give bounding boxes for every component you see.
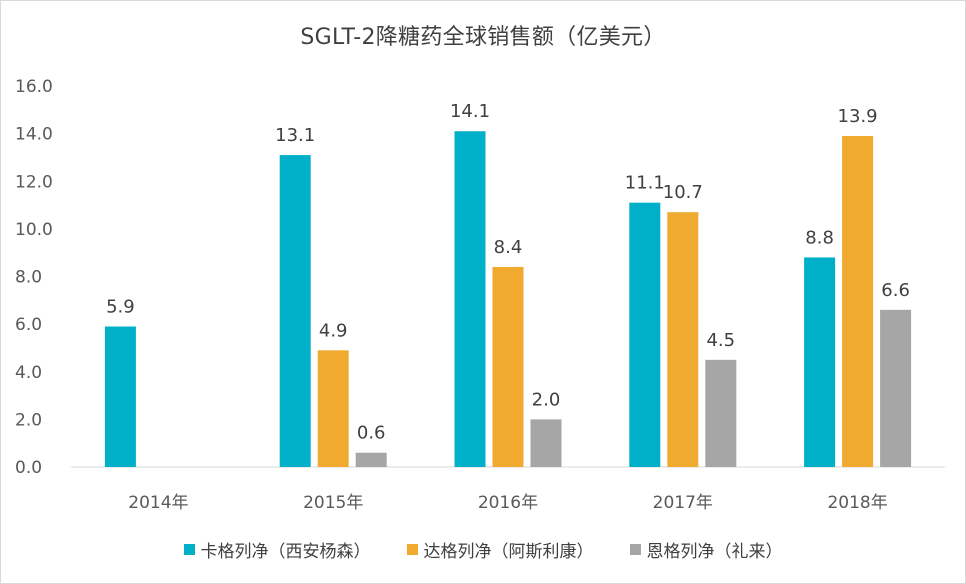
bar-3-1 xyxy=(667,212,699,467)
bar-0-0 xyxy=(104,326,136,467)
legend-label: 恩格列净（礼来） xyxy=(646,542,783,562)
bar-1-2 xyxy=(355,452,387,467)
data-label: 0.6 xyxy=(357,423,386,444)
y-tick-label: 12.0 xyxy=(15,172,53,192)
data-label: 14.1 xyxy=(450,101,490,122)
x-tick-label: 2015年 xyxy=(303,493,363,513)
data-label: 4.5 xyxy=(706,330,735,351)
legend-item: 恩格列净（礼来） xyxy=(629,537,783,562)
y-tick-label: 16.0 xyxy=(15,77,53,97)
legend-swatch xyxy=(629,544,641,555)
bar-3-2 xyxy=(705,359,737,467)
bar-4-1 xyxy=(842,136,874,467)
data-label: 11.1 xyxy=(625,173,665,194)
legend-label: 达格列净（阿斯利康） xyxy=(423,542,594,562)
legend-item: 卡格列净（西安杨森） xyxy=(183,537,371,562)
data-label: 2.0 xyxy=(532,389,561,410)
bar-4-2 xyxy=(880,309,912,467)
x-tick-label: 2016年 xyxy=(478,493,538,513)
bar-2-1 xyxy=(492,266,524,467)
legend-swatch xyxy=(183,544,195,555)
y-tick-label: 8.0 xyxy=(15,268,42,288)
y-tick-label: 14.0 xyxy=(15,125,53,145)
x-tick-label: 2017年 xyxy=(653,493,713,513)
data-label: 5.9 xyxy=(106,297,135,318)
data-label: 13.1 xyxy=(275,125,315,146)
data-label: 8.8 xyxy=(805,227,834,248)
y-tick-label: 4.0 xyxy=(15,363,42,383)
chart-title: SGLT-2降糖药全球销售额（亿美元） xyxy=(300,25,666,50)
y-tick-label: 10.0 xyxy=(15,220,53,240)
data-label: 4.9 xyxy=(319,320,348,341)
y-tick-label: 2.0 xyxy=(15,410,42,430)
bar-2-0 xyxy=(454,131,486,467)
bar-1-0 xyxy=(279,155,311,467)
chart-legend: 卡格列净（西安杨森） 达格列净（阿斯利康） 恩格列净（礼来） xyxy=(1,537,965,562)
legend-item: 达格列净（阿斯利康） xyxy=(406,537,594,562)
data-label: 10.7 xyxy=(663,182,703,203)
x-tick-label: 2018年 xyxy=(827,493,887,513)
bar-4-0 xyxy=(804,257,836,467)
bar-3-0 xyxy=(629,202,661,467)
y-tick-label: 0.0 xyxy=(15,458,42,478)
legend-swatch xyxy=(406,544,418,555)
x-tick-label: 2014年 xyxy=(128,493,188,513)
data-label: 6.6 xyxy=(881,280,910,301)
y-tick-label: 6.0 xyxy=(15,315,42,335)
legend-label: 卡格列净（西安杨森） xyxy=(200,542,371,562)
data-label: 8.4 xyxy=(494,237,523,258)
data-label: 13.9 xyxy=(838,106,878,127)
bar-1-1 xyxy=(317,350,349,467)
bar-2-2 xyxy=(530,419,562,467)
